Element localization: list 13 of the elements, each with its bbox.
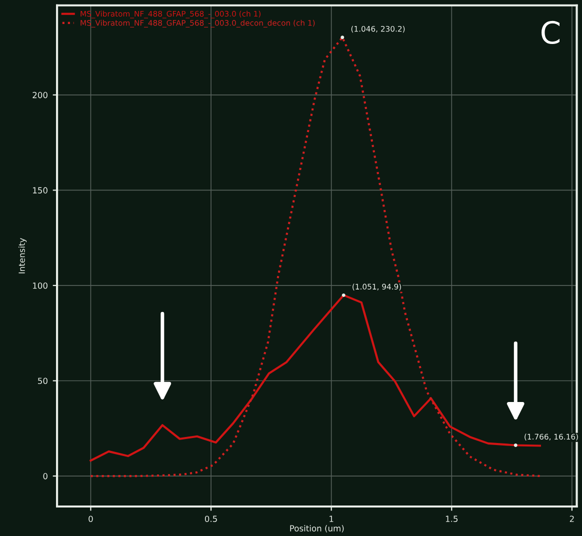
x-tick-label: 0 (88, 516, 93, 522)
y-axis-title: Intensity (18, 238, 27, 274)
y-tick-label: 100 (33, 282, 48, 289)
x-tick-label: 1.5 (446, 516, 458, 522)
y-tick-label: 0 (43, 473, 48, 480)
x-tick-label: 2 (570, 516, 574, 522)
x-tick-label: 0.5 (204, 516, 217, 522)
annotation: C (542, 20, 560, 44)
y-tick-label: 150 (33, 187, 48, 194)
y-tick-label: 50 (38, 378, 48, 384)
x-tick-label: 1 (330, 516, 334, 522)
y-tick-label: 200 (32, 92, 48, 98)
x-axis-title: Position (um) (290, 525, 344, 532)
